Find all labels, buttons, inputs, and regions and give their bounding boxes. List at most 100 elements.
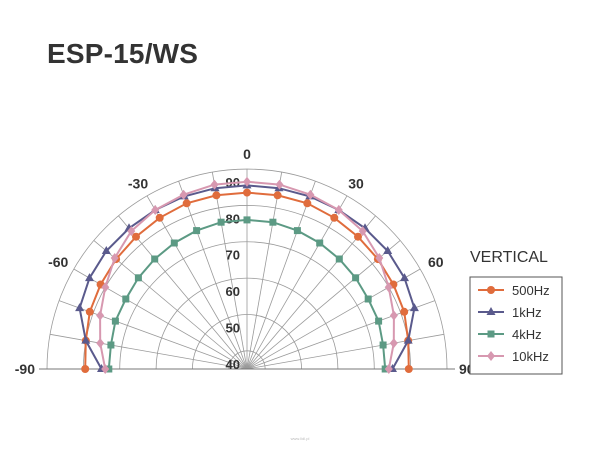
legend-label: 10kHz [512, 349, 549, 364]
data-point [155, 213, 164, 222]
radial-tick-label: 50 [226, 321, 240, 336]
data-point [404, 365, 413, 373]
grid-spoke [146, 195, 248, 370]
data-point [375, 253, 384, 263]
legend-label: 500Hz [512, 283, 550, 298]
grid-spoke [211, 171, 248, 370]
data-point [358, 226, 367, 237]
data-point [81, 365, 90, 373]
data-point [182, 199, 191, 208]
data-point [334, 205, 343, 215]
data-point [389, 310, 398, 321]
data-point [193, 227, 201, 235]
data-point [179, 189, 188, 200]
data-point [170, 239, 178, 247]
data-point [375, 317, 383, 325]
data-point [122, 295, 130, 303]
grid-ring [82, 205, 412, 370]
data-point [96, 338, 105, 349]
data-point [243, 176, 251, 187]
radial-tick-label: 70 [226, 248, 240, 263]
data-point [85, 273, 94, 282]
data-point [400, 273, 409, 282]
grid-spoke [246, 180, 316, 370]
grid-ring [155, 277, 339, 370]
radial-tick-label: 80 [226, 211, 240, 226]
legend-items: 500Hz 1kHz 4kHz 10kHz [478, 283, 550, 364]
grid-spoke [246, 171, 283, 370]
legend-item: 4kHz [478, 327, 542, 342]
grid-spoke [246, 240, 401, 370]
grid-spoke [178, 180, 248, 370]
data-point [101, 282, 110, 293]
legend-marker [487, 330, 495, 338]
legend-label: 4kHz [512, 327, 542, 342]
legend-marker [487, 286, 495, 294]
data-point [389, 338, 398, 349]
angle-tick-label: 0 [243, 146, 251, 162]
grid-spoke [93, 240, 248, 370]
data-point [335, 255, 343, 263]
polar-grid [39, 168, 455, 370]
legend-item: 1kHz [478, 305, 542, 320]
grid-spoke [246, 215, 376, 370]
data-point [212, 191, 221, 200]
radial-tick-label: 60 [226, 284, 240, 299]
data-point [409, 303, 419, 312]
legend-label: 1kHz [512, 305, 542, 320]
data-point [306, 189, 315, 200]
data-point [303, 199, 312, 208]
data-point [127, 226, 136, 237]
data-point [400, 307, 409, 316]
chart-title: ESP-15/WS [47, 38, 199, 69]
data-point [403, 335, 413, 344]
data-point [364, 295, 372, 303]
series-layer [75, 176, 419, 374]
data-point [316, 239, 324, 247]
legend-item: 500Hz [478, 283, 550, 298]
data-point [101, 364, 110, 374]
grid-spoke [246, 195, 348, 370]
legend-box [469, 276, 563, 375]
credit-text: www.lidl.pl [291, 436, 310, 441]
data-point [132, 232, 140, 241]
legend-marker [486, 307, 496, 315]
angle-tick-label: -60 [48, 254, 68, 270]
angle-tick-label: 60 [428, 254, 444, 270]
data-point [81, 335, 91, 344]
data-point [107, 341, 115, 349]
data-point [379, 341, 387, 349]
data-point [269, 218, 277, 226]
data-point [273, 191, 282, 200]
data-point [384, 364, 393, 374]
data-point [217, 218, 225, 226]
data-point [210, 179, 219, 190]
angle-tick-label: -90 [15, 361, 35, 377]
data-point [110, 253, 119, 263]
legend-marker [487, 351, 495, 361]
radial-tick-label: 40 [226, 357, 240, 372]
data-point [275, 179, 284, 190]
data-point [352, 274, 360, 282]
grid-ring [46, 168, 448, 370]
data-point [243, 216, 251, 224]
grid-ring [192, 314, 302, 370]
data-point [101, 246, 111, 254]
legend-item: 10kHz [478, 349, 549, 364]
data-point [330, 213, 339, 222]
data-point [384, 282, 393, 293]
data-point [243, 188, 251, 197]
data-point [293, 227, 301, 235]
series-10khz [96, 176, 398, 374]
data-point [75, 303, 85, 312]
angle-tick-label: -30 [128, 176, 148, 192]
grid-spoke [118, 215, 248, 370]
grid-ring [119, 241, 375, 370]
data-point [383, 246, 393, 254]
legend: VERTICAL 500Hz 1kHz 4kHz 10kHz [469, 249, 563, 375]
data-point [134, 274, 142, 282]
data-point [151, 205, 160, 215]
data-point [151, 255, 159, 263]
